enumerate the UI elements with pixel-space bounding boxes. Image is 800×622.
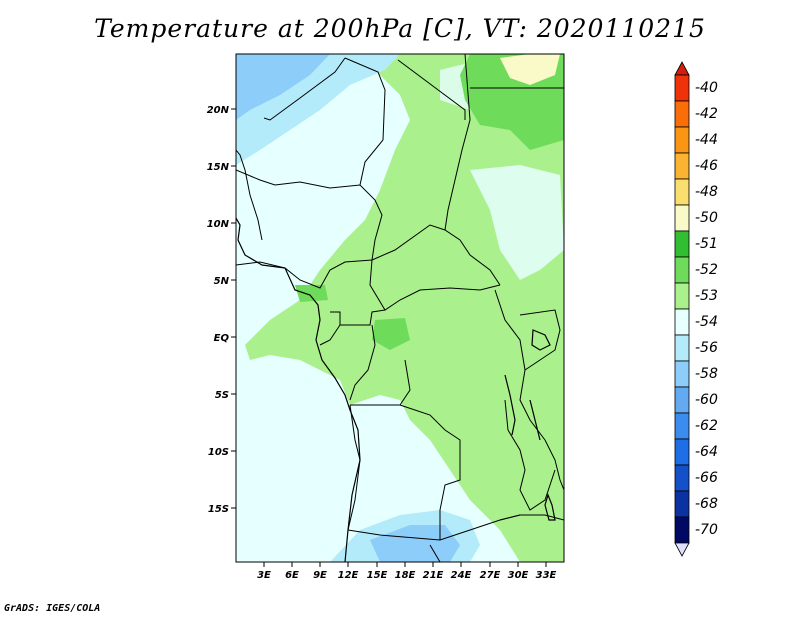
colorbar-label: -68 [695,496,718,512]
colorbar-swatch [674,256,690,284]
colorbar-swatch [674,126,690,154]
colorbar-label: -66 [695,470,718,486]
colorbar-label: -52 [695,262,718,278]
colorbar-label: -70 [695,522,718,538]
colorbar-swatch [674,308,690,336]
lon-label-9e: 9E [313,570,327,581]
colorbar-swatch [674,100,690,128]
temperature-field [236,54,564,562]
colorbar-label: -62 [695,418,718,434]
colorbar-swatch [674,516,690,544]
colorbar-label: -44 [695,132,718,148]
latitude-labels: 20N 15N 10N 5N EQ 5S 10S 15S [207,105,230,515]
lon-label-15e: 15E [367,570,388,581]
lon-label-18e: 18E [395,570,416,581]
lat-label-15n: 15N [207,162,230,173]
colorbar-swatch [674,204,690,232]
colorbar-label: -51 [695,236,718,252]
colorbar-label: -53 [695,288,718,304]
lon-label-33e: 33E [536,570,557,581]
colorbar-top-arrow [674,61,690,76]
lat-label-20n: 20N [207,105,230,116]
lon-label-3e: 3E [257,570,271,581]
colorbar-label: -46 [695,158,718,174]
longitude-axis [263,562,547,567]
lon-label-27e: 27E [480,570,501,581]
lon-label-30e: 30E [508,570,529,581]
colorbar-swatch [674,464,690,492]
lat-label-15s: 15S [208,504,229,515]
colorbar-swatch [674,282,690,310]
lon-label-24e: 24E [451,570,472,581]
lon-label-12e: 12E [338,570,359,581]
lakes [504,329,556,521]
colorbar-swatch [674,230,690,258]
lon-label-6e: 6E [285,570,299,581]
lat-label-eq: EQ [214,333,230,344]
colorbar-bottom-arrow [674,542,690,557]
colorbar-label: -40 [695,80,718,96]
colorbar-swatch [674,178,690,206]
latitude-axis [231,108,236,509]
coastline [236,217,361,562]
colorbar-label: -64 [695,444,718,460]
colorbar-label: -42 [695,106,718,122]
colorbar-swatch [674,490,690,518]
colorbar-swatch [674,334,690,362]
colorbar-label: -48 [695,184,718,200]
colorbar-label: -56 [695,340,718,356]
lat-label-10s: 10S [208,447,229,458]
lat-label-5n: 5N [214,276,230,287]
longitude-labels: 3E 6E 9E 12E 15E 18E 21E 24E 27E 30E 33E [257,570,556,581]
colorbar-label: -54 [695,314,718,330]
lon-label-21e: 21E [423,570,444,581]
colorbar-swatch [674,438,690,466]
colorbar-label: -60 [695,392,718,408]
colorbar-label: -50 [695,210,718,226]
colorbar-swatch [674,360,690,388]
map-frame [235,53,565,563]
colorbar-swatch [674,386,690,414]
country-borders [236,54,564,562]
lat-label-5s: 5S [215,390,229,401]
colorbar: -40 -42 -44 -46 -48 -50 -51 -52 -53 -54 -56 -58 -60 -… [674,61,718,557]
colorbar-swatch [674,74,690,102]
colorbar-swatch [674,152,690,180]
lat-label-10n: 10N [207,219,230,230]
colorbar-swatch [674,412,690,440]
colorbar-label: -58 [695,366,718,382]
grads-credit: GrADS: IGES/COLA [4,603,101,614]
map-title: Temperature at 200hPa [C], VT: 202011021… [94,14,706,43]
